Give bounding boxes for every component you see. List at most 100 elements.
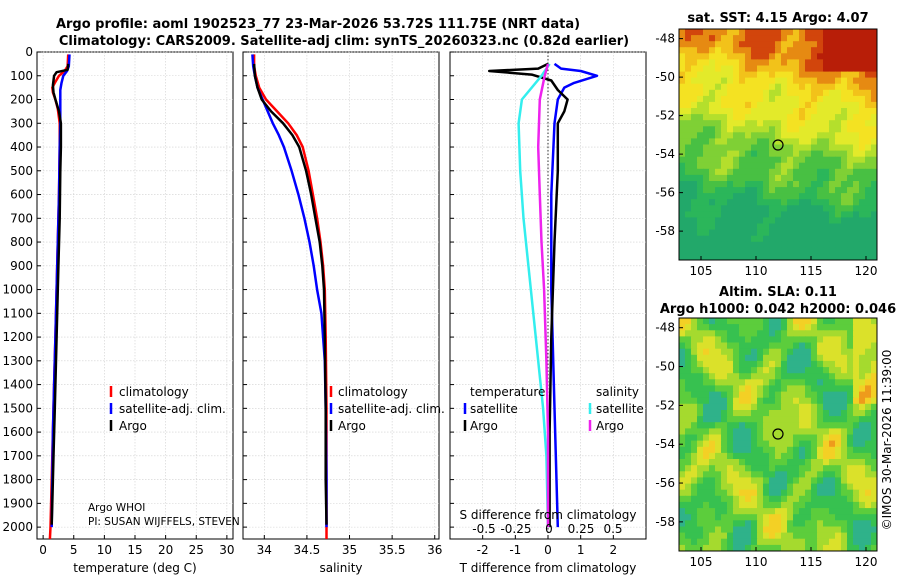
sla-map-title-line2: Argo h1000: 0.042 h2000: 0.046: [660, 302, 896, 317]
map-cell: [757, 446, 764, 454]
map-cell: [727, 360, 734, 368]
map-cell: [703, 397, 710, 405]
map-cell: [727, 416, 734, 423]
map-cell: [865, 501, 872, 509]
map-cell: [757, 483, 764, 491]
map-cell: [763, 229, 770, 237]
map-cell: [769, 150, 776, 158]
map-cell: [841, 150, 848, 158]
map-cell: [829, 520, 836, 527]
map-cell: [793, 144, 800, 152]
map-cell: [685, 520, 692, 527]
map-cell: [757, 211, 764, 219]
map-cell: [823, 348, 830, 356]
map-cell: [697, 108, 704, 115]
map-cell: [709, 217, 716, 225]
map-cell: [859, 211, 866, 219]
map-cell: [709, 336, 716, 344]
map-cell: [703, 247, 710, 255]
map-cell: [775, 101, 782, 109]
map-cell: [721, 138, 728, 146]
map-cell: [775, 367, 782, 374]
map-cell: [763, 199, 770, 206]
map-cell: [757, 53, 764, 60]
map-cell: [865, 247, 872, 255]
map-cell: [751, 471, 758, 478]
map-cell: [697, 336, 704, 344]
map-cell: [691, 253, 698, 260]
map-cell: [823, 459, 830, 466]
map-cell: [727, 354, 734, 362]
map-cell: [805, 132, 812, 139]
map-cell: [769, 477, 776, 485]
map-cell: [703, 229, 710, 237]
map-cell: [793, 150, 800, 158]
map-cell: [841, 138, 848, 146]
map-cell: [769, 489, 776, 497]
map-cell: [841, 53, 848, 60]
map-cell: [799, 77, 806, 85]
map-cell: [715, 108, 722, 115]
map-cell: [703, 132, 710, 139]
map-cell: [739, 410, 746, 417]
map-cell: [745, 360, 752, 368]
map-cell: [865, 181, 872, 188]
map-cell: [739, 247, 746, 255]
map-cell: [829, 532, 836, 540]
map-cell: [775, 422, 782, 429]
map-cell: [871, 229, 877, 237]
map-cell: [685, 156, 692, 164]
map-cell: [703, 108, 710, 115]
map-cell: [709, 71, 716, 79]
map-cell: [727, 397, 734, 405]
map-cell: [847, 459, 854, 466]
map-cell: [781, 144, 788, 152]
map-cell: [721, 483, 728, 491]
map-cell: [871, 89, 877, 97]
map-cell: [787, 416, 794, 423]
map-cell: [769, 53, 776, 60]
map-cell: [871, 174, 877, 182]
map-cell: [799, 132, 806, 139]
map-cell: [799, 434, 806, 442]
map-cell: [793, 373, 800, 380]
salinity-xlabel: salinity: [319, 561, 362, 575]
map-cell: [769, 385, 776, 393]
map-cell: [793, 428, 800, 436]
map-cell: [865, 53, 872, 60]
map-cell: [727, 126, 734, 133]
map-cell: [697, 95, 704, 103]
map-cell: [859, 532, 866, 540]
map-cell: [859, 247, 866, 255]
map-cell: [709, 95, 716, 103]
map-cell: [847, 47, 854, 54]
map-cell: [805, 514, 812, 521]
map-cell: [823, 465, 830, 472]
map-cell: [859, 428, 866, 436]
map-cell: [871, 342, 877, 350]
map-cell: [829, 193, 836, 200]
map-cell: [745, 526, 752, 534]
map-cell: [787, 211, 794, 219]
argo-institution-note: Argo WHOI: [88, 502, 145, 514]
map-cell: [775, 544, 782, 551]
map-cell: [859, 495, 866, 503]
map-cell: [811, 132, 818, 139]
map-cell: [799, 385, 806, 393]
map-cell: [787, 108, 794, 115]
map-cell: [859, 241, 866, 249]
map-cell: [835, 187, 842, 194]
map-cell: [703, 373, 710, 380]
map-cell: [787, 367, 794, 374]
map-cell: [715, 199, 722, 206]
map-cell: [685, 501, 692, 509]
map-cell: [691, 41, 698, 48]
map-cell: [841, 471, 848, 478]
map-cell: [715, 489, 722, 497]
map-cell: [739, 132, 746, 139]
map-cell: [859, 132, 866, 139]
map-cell: [733, 336, 740, 344]
map-cell: [727, 120, 734, 127]
map-cell: [733, 162, 740, 170]
map-cell: [679, 144, 686, 152]
